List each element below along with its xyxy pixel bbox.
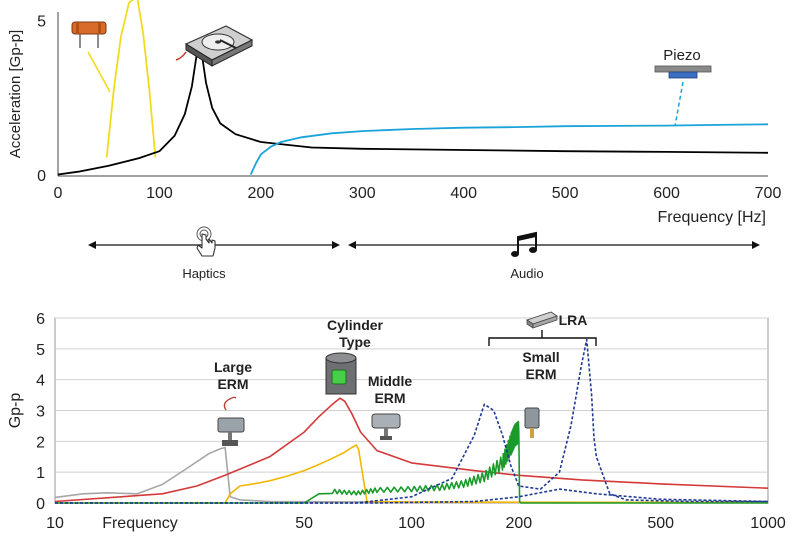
top-series-line-0 — [105, 0, 157, 158]
hard-drive-side — [211, 39, 253, 67]
top-y-axis-label: Acceleration [Gp-p] — [7, 30, 24, 158]
bottom-y-tick-label: 2 — [36, 434, 45, 451]
cylinder-motor-icon — [325, 352, 357, 395]
bottom-x-tick-label: 100 — [398, 515, 425, 532]
bottom-series-line-4 — [55, 338, 768, 504]
cylinder-type-label-line-1: Type — [339, 334, 371, 350]
lra-label: LRA — [559, 312, 588, 328]
audio-arrow-right — [752, 241, 760, 249]
hard-drive-spindle — [215, 40, 221, 44]
hard-drive-wire — [175, 51, 187, 61]
frequency-ranges: Haptics Audio — [88, 241, 760, 281]
top-x-axis-label: Frequency [Hz] — [658, 209, 766, 226]
bottom-x-tick-label: 500 — [647, 515, 674, 532]
hard-drive-icon — [175, 25, 254, 67]
top-y-tick-label: 0 — [37, 168, 46, 185]
erm-motor-icon — [371, 413, 401, 440]
bottom-y-tick-label: 0 — [36, 496, 45, 513]
note-head — [529, 247, 537, 253]
middle-erm-label-line-1: ERM — [374, 390, 405, 406]
bottom-y-tick-label: 4 — [36, 373, 45, 390]
bottom-chart: 0 1 2 3 4 5 6 10 50 100 200 500 1000 Frequency Gp-p Lar… — [7, 311, 786, 532]
bottom-x-tick-label: 200 — [505, 515, 532, 532]
bottom-y-axis-label: Gp-p — [7, 393, 24, 429]
haptics-arrow-left — [88, 241, 96, 249]
lra-icon — [525, 311, 559, 329]
small-erm-label-line-0: Small — [522, 349, 559, 365]
bottom-x-tick-label: 50 — [295, 515, 313, 532]
touch-hand-icon — [196, 226, 216, 257]
top-y-tick-label: 5 — [37, 13, 46, 30]
large-erm-label-line-0: Large — [214, 359, 252, 375]
note-beam — [518, 233, 536, 241]
hand-shape — [196, 233, 216, 257]
erm-body — [371, 413, 401, 429]
piezo-plate — [654, 65, 712, 73]
erm-shaft — [530, 428, 534, 438]
middle-erm-label-line-0: Middle — [368, 373, 413, 389]
audio-arrow-left — [348, 241, 356, 249]
large-erm-label-line-1: ERM — [217, 376, 248, 392]
piezo-leader-line — [674, 81, 684, 127]
cylinder-top — [325, 352, 357, 364]
icons-layer — [71, 21, 712, 446]
small-erm-label-line-1: ERM — [525, 366, 556, 382]
piezo-element — [668, 71, 698, 79]
erm-wire — [223, 396, 237, 411]
top-series-line-2 — [249, 123, 769, 175]
capacitor-band — [98, 22, 101, 34]
bottom-series-line-5 — [55, 488, 769, 504]
erm-body — [217, 417, 245, 433]
erm-shaft — [228, 432, 232, 440]
erm-weight — [380, 436, 392, 440]
bottom-x-tick-label: 1000 — [750, 515, 786, 532]
top-x-tick-label: 400 — [450, 185, 477, 202]
capacitor-band — [76, 22, 79, 34]
bottom-y-tick-label: 6 — [36, 311, 45, 328]
erm-body — [524, 407, 540, 429]
top-chart: 0 100 200 300 400 500 600 700 0 5 Frequency [Hz] Ac… — [7, 0, 781, 226]
bottom-y-tick-label: 5 — [36, 342, 45, 359]
top-x-tick-label: 200 — [248, 185, 275, 202]
bottom-x-tick-label: 10 — [46, 515, 64, 532]
bottom-series-line-1 — [55, 444, 769, 504]
music-notes-icon — [511, 231, 537, 257]
bottom-series-line-2 — [54, 397, 769, 503]
bottom-x-axis-label: Frequency — [102, 515, 178, 532]
lra-bracket — [488, 337, 597, 346]
capacitor-body — [71, 21, 107, 35]
piezo-icon — [654, 65, 712, 79]
hard-drive-arm — [219, 39, 237, 49]
cylinder-type-label-line-0: Cylinder — [327, 317, 384, 333]
bottom-y-tick-label: 1 — [36, 465, 45, 482]
haptics-label: Haptics — [182, 266, 226, 281]
cylinder-label — [331, 369, 347, 385]
top-x-tick-label: 500 — [552, 185, 579, 202]
note-head — [511, 251, 519, 257]
erm-motor-icon — [524, 407, 540, 438]
top-series-line-1 — [57, 45, 769, 176]
lra-side — [532, 315, 558, 329]
top-x-tick-label: 700 — [755, 185, 782, 202]
bottom-y-tick-label: 3 — [36, 404, 45, 421]
bottom-series-line-3 — [55, 420, 768, 504]
top-x-tick-label: 0 — [54, 185, 63, 202]
top-x-tick-label: 100 — [146, 185, 173, 202]
erm-weight — [222, 440, 238, 446]
erm-motor-icon — [217, 396, 245, 446]
erm-shaft — [384, 428, 388, 436]
top-x-tick-label: 600 — [653, 185, 680, 202]
haptics-arrow-right — [332, 241, 340, 249]
capacitor-icon — [71, 21, 107, 48]
piezo-label: Piezo — [663, 47, 701, 64]
audio-label: Audio — [510, 266, 543, 281]
capacitor-leader-line — [87, 51, 111, 93]
top-x-tick-label: 300 — [349, 185, 376, 202]
